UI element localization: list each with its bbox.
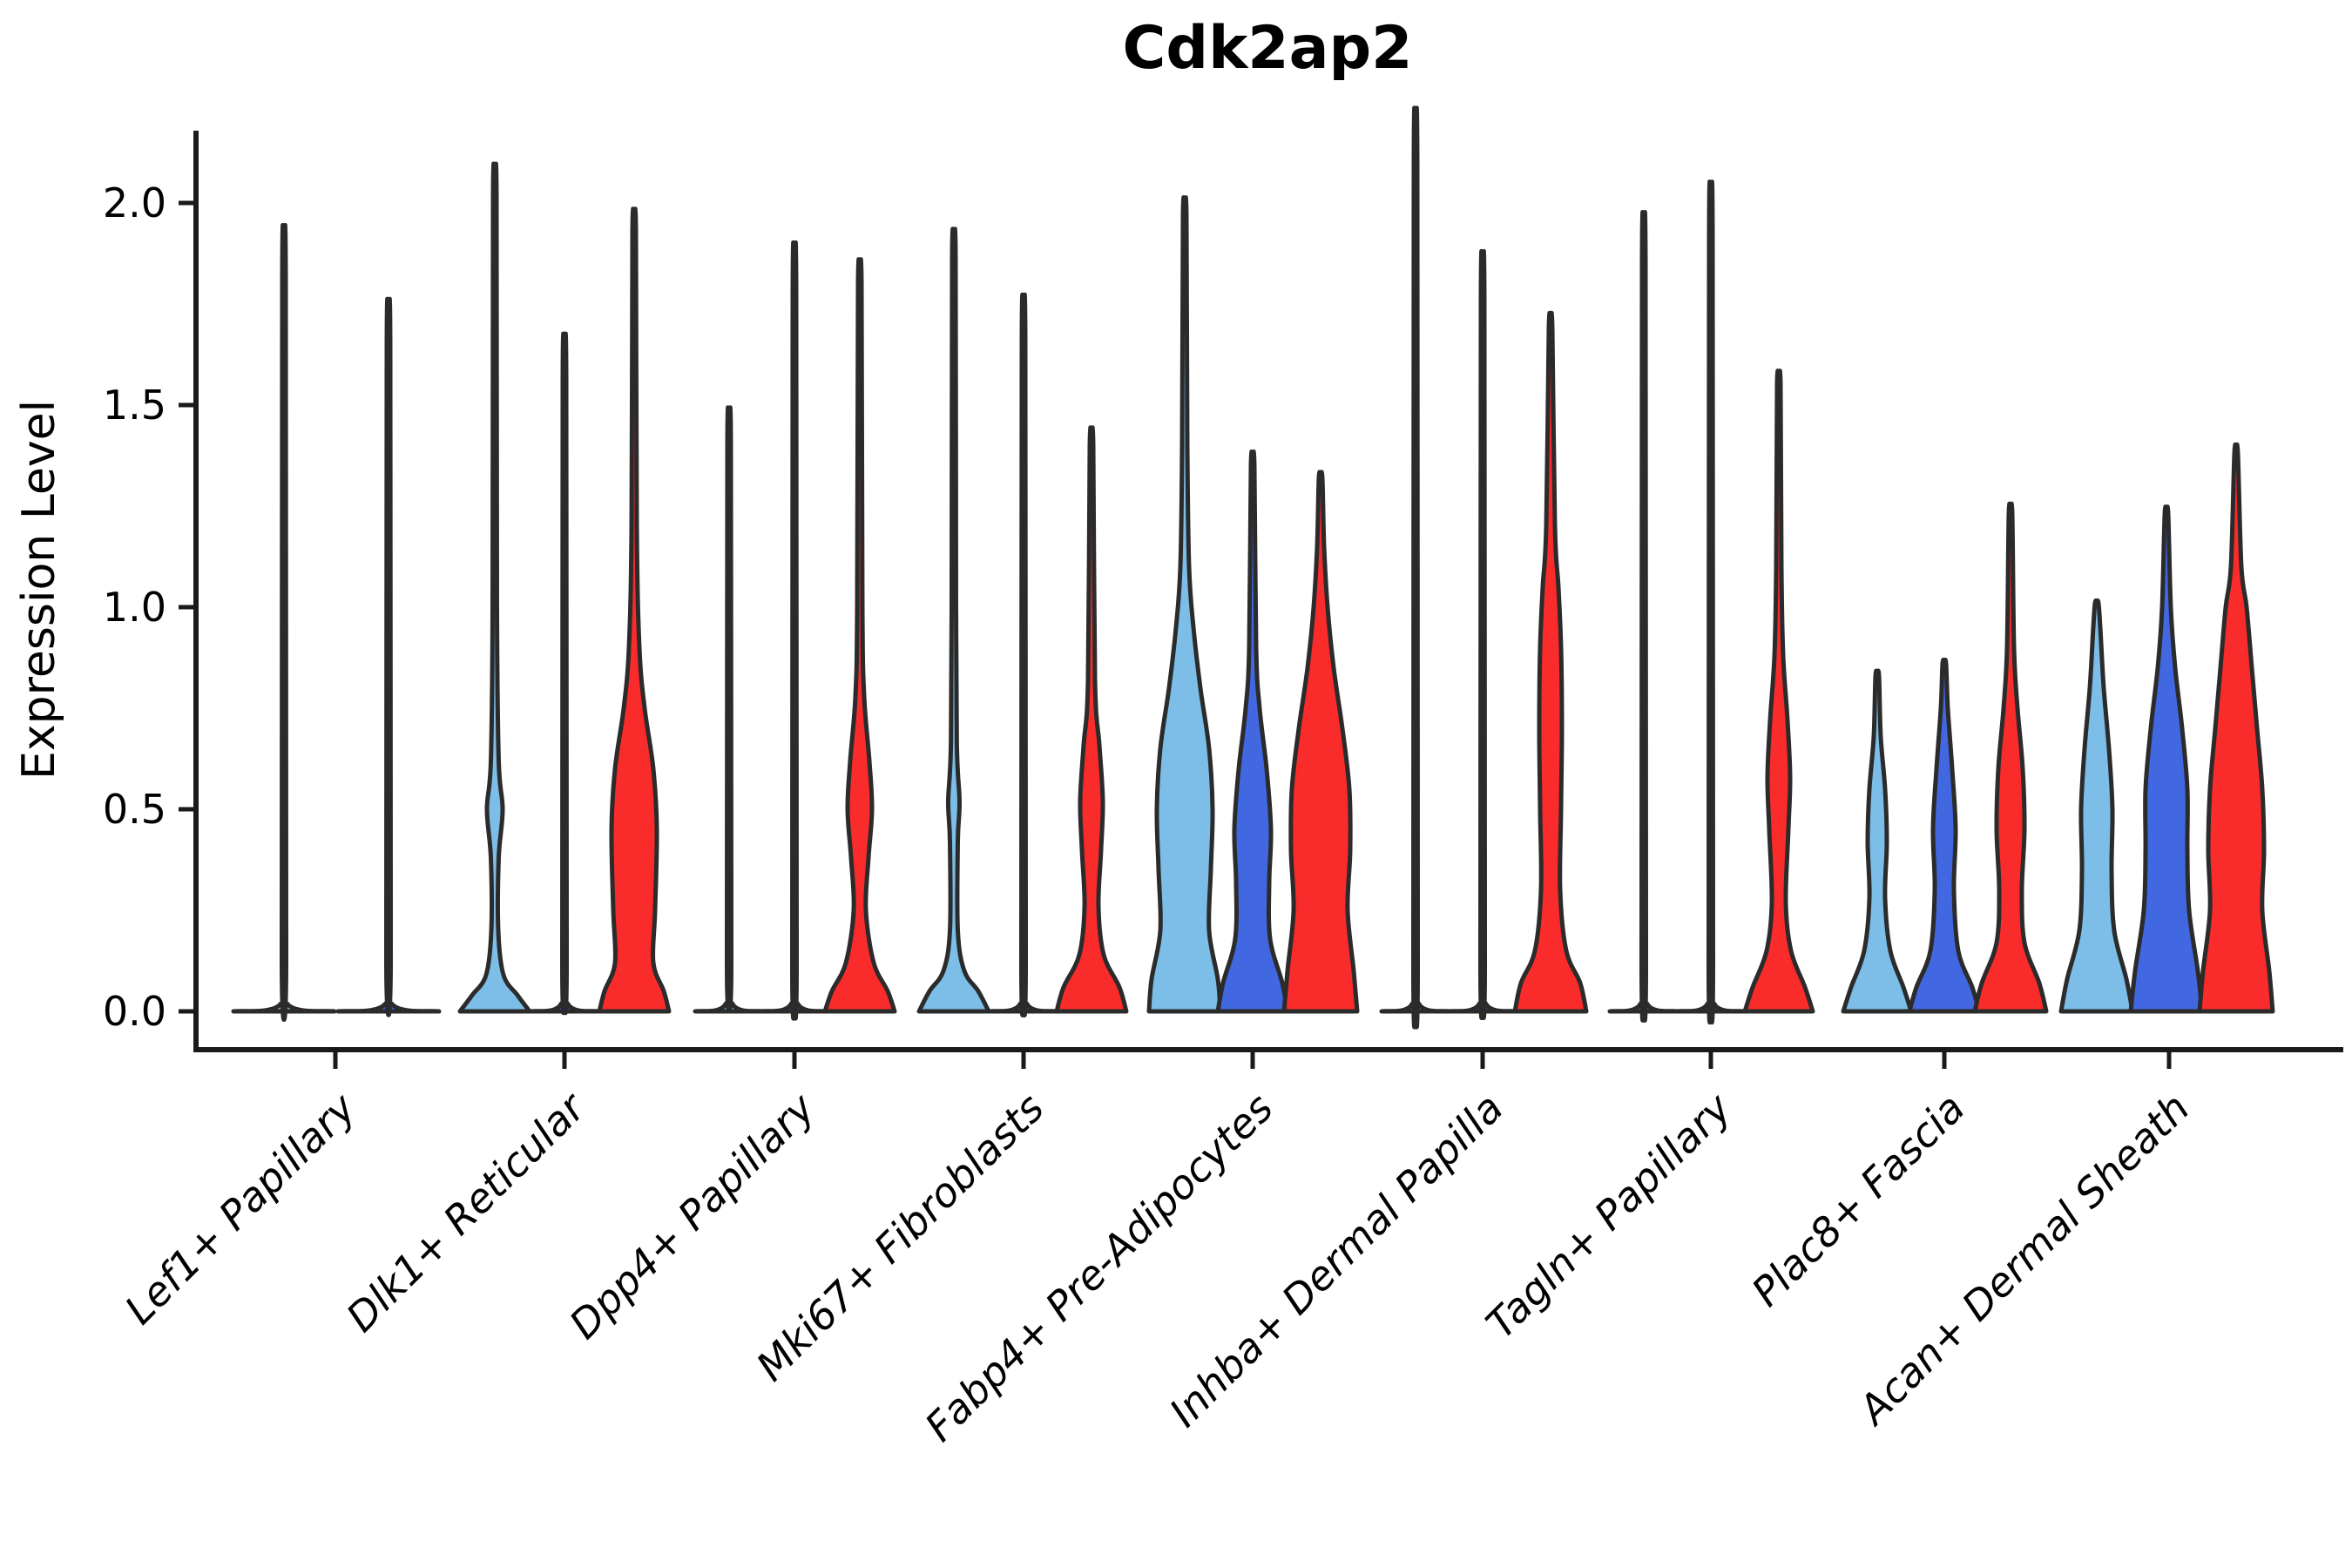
violin-mki67-dark_blue [987,292,1060,1017]
violin-tagln-red [1742,368,1815,1014]
violin-dlk1-light_blue [457,161,532,1014]
violin-dlk1-dark_blue [528,331,601,1016]
y-axis-title: Expression Level [13,400,65,780]
violin-dpp4-dark_blue [758,240,831,1021]
y-tick-label-2.0: 2.0 [103,179,166,226]
violin-mki67-light_blue [916,226,991,1014]
violin-tagln-dark_blue [1674,179,1747,1024]
violin-acan-red [2197,442,2275,1014]
violin-tagln-light_blue [1607,210,1680,1023]
violin-lef1-light_blue [231,223,337,1022]
violin-mki67-red [1054,425,1129,1014]
labels-layer: Cdk2ap2 Expression Level [13,14,1413,780]
violin-lef1-dark_blue [335,296,442,1017]
y-tick-label-0.0: 0.0 [103,988,166,1035]
violin-plac8-red [1972,501,2049,1014]
violin-dpp4-red [822,257,897,1014]
violin-fabp4-light_blue [1146,195,1223,1014]
x-tick-label-6: Tagln+ Papillary [1477,1084,1740,1348]
violin-plac8-dark_blue [1907,657,1982,1014]
violin-inhba-red [1512,310,1589,1014]
x-tick-label-2: Dpp4+ Papillary [560,1084,824,1348]
violin-inhba-light_blue [1379,105,1452,1030]
y-tick-label-1.0: 1.0 [103,584,166,631]
chart-title: Cdk2ap2 [1123,14,1413,83]
x-tick-label-1: Dlk1+ Reticular [337,1082,596,1341]
violin-dlk1-red [597,206,672,1014]
x-tick-label-7: Plac8+ Fascia [1742,1085,1973,1315]
violin-acan-light_blue [2058,598,2135,1014]
violins-layer [231,105,2275,1030]
violin-plac8-light_blue [1841,668,1914,1014]
violin-acan-dark_blue [2128,504,2205,1014]
y-tick-label-0.5: 0.5 [103,786,166,833]
y-tick-label-1.5: 1.5 [103,382,166,429]
violin-inhba-dark_blue [1446,249,1519,1020]
x-tick-label-0: Lef1+ Papillary [116,1084,365,1333]
violin-dpp4-light_blue [693,405,766,1014]
violin-fabp4-dark_blue [1215,449,1290,1014]
violin-fabp4-red [1281,470,1360,1014]
